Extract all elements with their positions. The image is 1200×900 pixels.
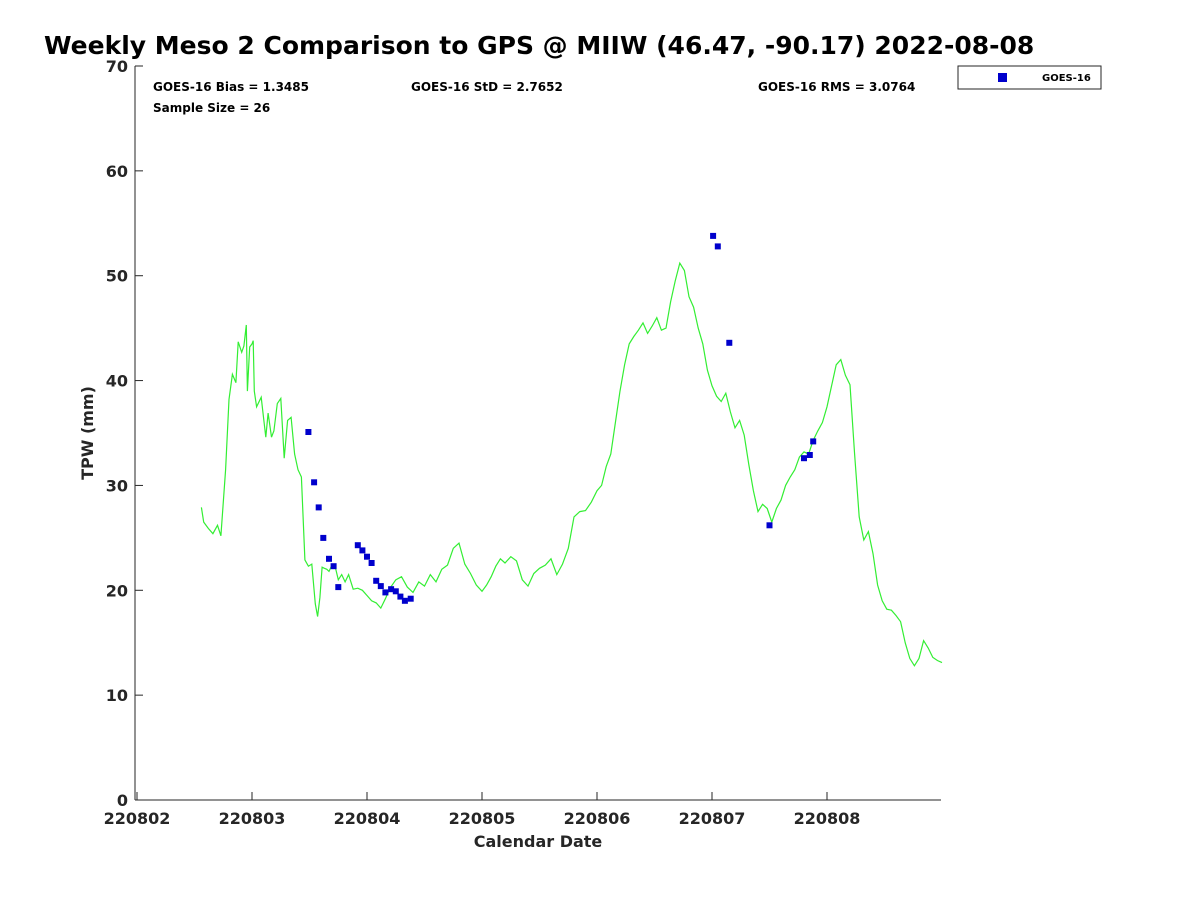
rms-stat: GOES-16 RMS = 3.0764 xyxy=(758,80,915,94)
y-tick-label: 10 xyxy=(106,686,128,705)
goes-16-point xyxy=(335,584,342,591)
goes-16-point xyxy=(401,597,408,604)
std-stat: GOES-16 StD = 2.7652 xyxy=(411,80,563,94)
goes-16-point xyxy=(766,522,773,529)
goes-16-point xyxy=(397,593,404,600)
goes-16-point xyxy=(368,560,375,566)
x-tick-label: 220808 xyxy=(794,809,861,828)
goes-16-point xyxy=(330,563,337,570)
goes-16-point xyxy=(354,542,361,549)
bias-stat: GOES-16 Bias = 1.3485 xyxy=(153,80,309,94)
goes-16-point xyxy=(364,553,370,560)
x-tick-label: 220806 xyxy=(564,809,631,828)
x-tick-label: 220807 xyxy=(679,809,746,828)
sample-size-stat: Sample Size = 26 xyxy=(153,101,270,115)
goes-16-point xyxy=(810,438,817,445)
goes-16-point xyxy=(714,243,721,250)
y-tick-label: 20 xyxy=(106,581,128,600)
chart-title: Weekly Meso 2 Comparison to GPS @ MIIW (… xyxy=(44,31,1034,60)
goes-16-points xyxy=(305,232,817,604)
y-tick-label: 50 xyxy=(106,267,128,286)
goes-16-point xyxy=(311,479,318,486)
y-axis-label: TPW (mm) xyxy=(78,386,97,480)
goes-16-point xyxy=(315,504,322,511)
stats-box: GOES-16 Bias = 1.3485 GOES-16 StD = 2.76… xyxy=(153,80,915,115)
y-tick-label: 40 xyxy=(106,372,128,391)
gps-series-line xyxy=(200,261,943,667)
legend-label-goes-16: GOES-16 xyxy=(1042,73,1091,84)
goes-16-point xyxy=(373,577,380,584)
legend-box xyxy=(957,65,1102,90)
y-ticks: 0 10 20 30 40 50 60 70 xyxy=(106,57,143,810)
goes-16-point xyxy=(305,429,312,435)
goes-16-point xyxy=(806,452,813,458)
goes-16-point xyxy=(388,586,395,593)
goes-16-point xyxy=(359,547,366,554)
x-tick-label: 220802 xyxy=(104,809,171,828)
x-ticks: 220802 220803 220804 220805 220806 220807 2208… xyxy=(104,792,861,828)
goes-16-point xyxy=(392,588,399,595)
goes-16-point xyxy=(320,534,327,541)
goes-16-point xyxy=(710,232,717,239)
y-tick-label: 30 xyxy=(106,476,128,495)
y-tick-label: 70 xyxy=(106,57,128,76)
plot-area xyxy=(200,232,943,667)
x-tick-label: 220803 xyxy=(219,809,286,828)
goes-16-point xyxy=(382,589,389,596)
goes-16-point xyxy=(377,583,384,590)
axes xyxy=(134,66,941,801)
y-tick-label: 60 xyxy=(106,162,128,181)
x-axis-label: Calendar Date xyxy=(474,832,603,851)
x-tick-label: 220804 xyxy=(334,809,401,828)
goes-16-point xyxy=(801,455,807,462)
goes-16-point xyxy=(407,595,414,602)
legend-marker-goes-16 xyxy=(998,73,1007,82)
goes-16-point xyxy=(726,339,733,346)
legend: GOES-16 xyxy=(957,65,1102,90)
goes-16-point xyxy=(326,555,332,562)
x-tick-label: 220805 xyxy=(449,809,516,828)
y-tick-label: 0 xyxy=(117,791,128,810)
